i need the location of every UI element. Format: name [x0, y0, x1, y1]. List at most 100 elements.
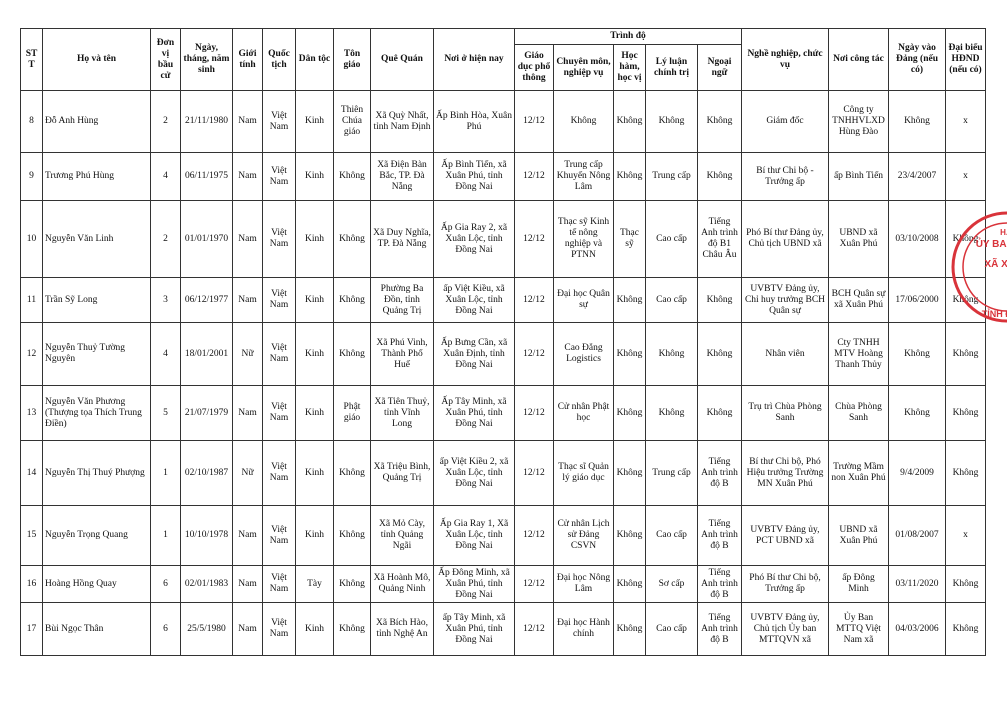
cell: 1 — [150, 440, 181, 506]
cell: ấp Việt Kiều, xã Xuân Lộc, tỉnh Đồng Nai — [433, 277, 515, 323]
cell: 02/01/1983 — [180, 565, 233, 603]
cell: Chùa Phòng Sanh — [828, 385, 889, 441]
cell: 6 — [150, 602, 181, 656]
cell: Không — [333, 200, 371, 278]
cell: Việt Nam — [262, 200, 296, 278]
cell: Tiếng Anh trình độ B — [697, 505, 742, 566]
cell: 3 — [150, 277, 181, 323]
cell: Tiếng Anh trình độ B — [697, 565, 742, 603]
table-row: 15 Nguyễn Trọng Quang 1 10/10/1978 Nam Việt N… — [20, 505, 986, 566]
stamp-text: XÃ XUÂN — [984, 257, 1007, 270]
cell: Trường Mầm non Xuân Phú — [828, 440, 889, 506]
cell: Đại học Hành chính — [553, 602, 614, 656]
cell: Không — [888, 322, 946, 386]
name-cell: Nguyễn Văn Phương (Thượng tọa Thích Trun… — [42, 385, 151, 441]
cell: Không — [888, 385, 946, 441]
cell: UBND xã Xuân Phú — [828, 200, 889, 278]
cell: Không — [333, 602, 371, 656]
cell: Nam — [232, 602, 263, 656]
table-header: STT Họ và tên Đơn vị bầu cử Ngày, tháng, nă… — [20, 28, 986, 91]
name-cell: Trương Phú Hùng — [42, 152, 151, 201]
cell: Xã Phú Vinh, Thành Phố Huế — [370, 322, 434, 386]
stamp-text: TỈNH ĐỒNG — [982, 308, 1007, 319]
cell: Thạc sỹ Kinh tế nông nghiệp và PTNN — [553, 200, 614, 278]
cell: 12/12 — [514, 322, 554, 386]
cell: Không — [945, 602, 986, 656]
cell: Việt Nam — [262, 152, 296, 201]
cell: x — [945, 90, 986, 153]
table-body: 8 Đỗ Anh Hùng 2 21/11/1980 Nam Việt Nam Kinh Th… — [20, 90, 986, 656]
cell: 17 — [20, 602, 43, 656]
cell: Cử nhân Phật học — [553, 385, 614, 441]
cell: Phật giáo — [333, 385, 371, 441]
cell: ấp Tây Minh, xã Xuân Phú, tỉnh Đồng Nai — [433, 602, 515, 656]
cell: Nam — [232, 505, 263, 566]
cell: 8 — [20, 90, 43, 153]
cell: Cao Đẳng Logistics — [553, 322, 614, 386]
cell: Việt Nam — [262, 385, 296, 441]
cell: 2 — [150, 200, 181, 278]
cell: Không — [697, 385, 742, 441]
column-header: Họ và tên — [42, 28, 151, 91]
cell: Thạc sỹ — [613, 200, 646, 278]
cell: Cao cấp — [645, 505, 698, 566]
cell: 12/12 — [514, 440, 554, 506]
cell: Nhân viên — [741, 322, 829, 386]
cell: Giám đốc — [741, 90, 829, 153]
cell: 21/07/1979 — [180, 385, 233, 441]
cell: Không — [697, 277, 742, 323]
cell: Cty TNHH MTV Hoàng Thanh Thủy — [828, 322, 889, 386]
cell: 12/12 — [514, 90, 554, 153]
column-header: Ngoại ngữ — [697, 44, 742, 91]
cell: Cao cấp — [645, 200, 698, 278]
cell: Tiếng Anh trình độ B — [697, 440, 742, 506]
cell: Bí thư Chi bộ, Phó Hiệu trưởng Trường MN… — [741, 440, 829, 506]
name-cell: Nguyễn Trọng Quang — [42, 505, 151, 566]
cell: 9 — [20, 152, 43, 201]
cell: 21/11/1980 — [180, 90, 233, 153]
table-row: 11 Trần Sỹ Long 3 06/12/1977 Nam Việt Nam Kinh… — [20, 277, 986, 323]
table-row: 10 Nguyễn Văn Linh 2 01/01/1970 Nam Việt Nam K… — [20, 200, 986, 278]
cell: BCH Quân sự xã Xuân Phú — [828, 277, 889, 323]
cell: Phó Bí thư Đảng ủy, Chủ tịch UBND xã — [741, 200, 829, 278]
column-header: STT — [20, 28, 43, 91]
cell: Xã Triệu Bình, Quảng Trị — [370, 440, 434, 506]
cell: 02/10/1987 — [180, 440, 233, 506]
table-row: 12 Nguyễn Thuỷ Tường Nguyên 4 18/01/2001 Nữ V… — [20, 322, 986, 386]
cell: 4 — [150, 322, 181, 386]
cell: UVBTV Đảng ủy, Chỉ huy trưởng BCH Quân s… — [741, 277, 829, 323]
cell: UVBTV Đảng ủy, PCT UBND xã — [741, 505, 829, 566]
column-header: Chuyên môn, nghiệp vụ — [553, 44, 614, 91]
cell: Việt Nam — [262, 565, 296, 603]
cell: Không — [553, 90, 614, 153]
name-cell: Đỗ Anh Hùng — [42, 90, 151, 153]
cell: Nam — [232, 200, 263, 278]
column-header: Ngày vào Đảng (nếu có) — [888, 28, 946, 91]
cell: Việt Nam — [262, 277, 296, 323]
cell: Ấp Tây Minh, xã Xuân Phú, tỉnh Đồng Nai — [433, 385, 515, 441]
cell: 12/12 — [514, 602, 554, 656]
cell: ấp Việt Kiều 2, xã Xuân Lộc, tỉnh Đồng N… — [433, 440, 515, 506]
group-header: Trình độ — [514, 28, 742, 45]
cell: 15 — [20, 505, 43, 566]
column-header: Nơi ở hiện nay — [433, 28, 515, 91]
cell: Việt Nam — [262, 505, 296, 566]
column-header: Dân tộc — [295, 28, 334, 91]
column-header: Nghề nghiệp, chức vụ — [741, 28, 829, 91]
cell: Ấp Gia Ray 1, Xã Xuân Lộc, tỉnh Đồng Nai — [433, 505, 515, 566]
column-header: Quê Quán — [370, 28, 434, 91]
cell: Kinh — [295, 385, 334, 441]
cell: Nữ — [232, 322, 263, 386]
cell: 12/12 — [514, 385, 554, 441]
cell: 03/11/2020 — [888, 565, 946, 603]
header-row: Giáo dục phổ thông Chuyên môn, nghiệp vụ H… — [21, 44, 986, 91]
cell: Không — [333, 152, 371, 201]
cell: Trung cấp — [645, 152, 698, 201]
cell: Không — [697, 152, 742, 201]
cell: Thạc sĩ Quản lý giáo dục — [553, 440, 614, 506]
cell: Nữ — [232, 440, 263, 506]
cell: Nam — [232, 277, 263, 323]
candidate-table: STT Họ và tên Đơn vị bầu cử Ngày, tháng, nă… — [20, 28, 986, 656]
cell: Kinh — [295, 322, 334, 386]
